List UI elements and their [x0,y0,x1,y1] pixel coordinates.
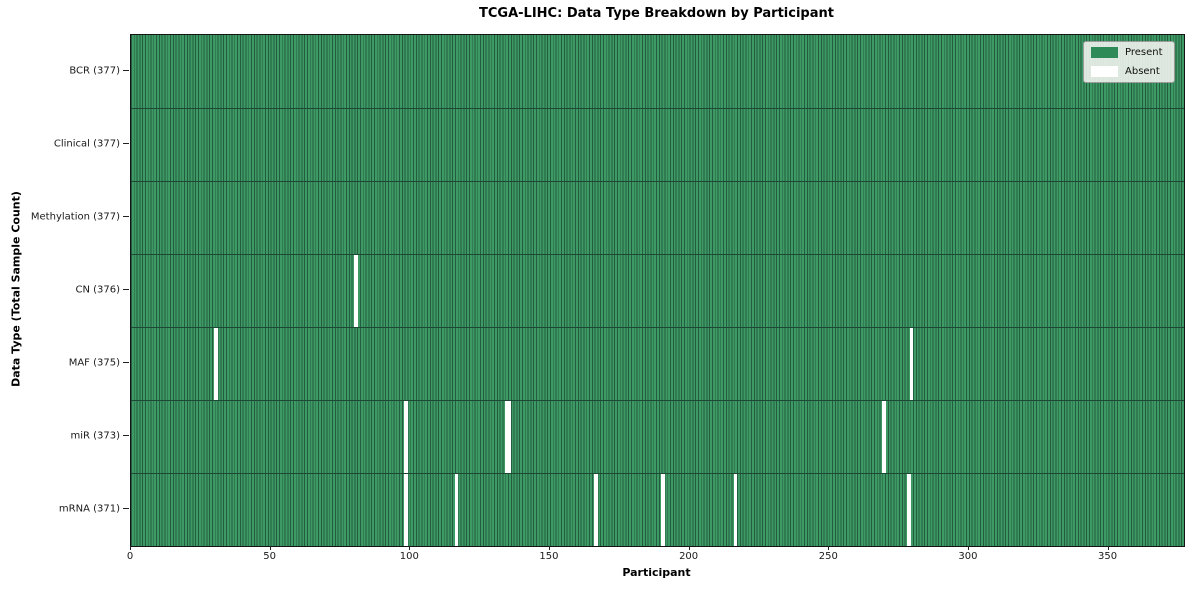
heatmap-row-clinical [131,108,1184,181]
chart-title: TCGA-LIHC: Data Type Breakdown by Partic… [479,6,834,21]
absent-gap [507,401,512,473]
x-tick-label: 0 [126,551,134,562]
heatmap-row-mir [131,400,1184,473]
x-tick-mark [130,546,131,550]
absent-gap [354,255,358,327]
heatmap-row-maf [131,327,1184,400]
heatmap-row-methylation [131,181,1184,254]
legend-entry-present: Present [1091,47,1167,58]
y-tick-label: CN (376) [75,284,120,295]
heatmap-row-bcr [131,35,1184,108]
legend-label-present: Present [1125,47,1163,58]
x-tick-label: 250 [818,551,838,562]
x-tick-label: 200 [679,551,699,562]
x-axis-label: Participant [622,566,691,579]
x-tick-label: 50 [263,551,276,562]
absent-gap [404,401,408,473]
x-tick-mark [828,546,830,550]
x-tick-label: 350 [1098,551,1118,562]
x-tick-mark [269,546,271,550]
y-tick-mark [123,435,129,436]
y-tick-mark [123,508,129,509]
x-tick-label: 150 [539,551,559,562]
heatmap-row-cn [131,254,1184,327]
legend-label-absent: Absent [1125,66,1160,77]
legend-entry-absent: Absent [1091,66,1167,77]
present-swatch-icon [1091,47,1118,58]
x-tick-label: 100 [399,551,419,562]
y-tick-mark [123,70,129,71]
legend: Present Absent [1083,41,1175,83]
y-tick-mark [123,362,129,363]
absent-swatch-icon [1091,66,1118,77]
heatmap-plot [130,34,1185,547]
absent-gap [454,474,459,546]
absent-gap [661,474,665,546]
absent-gap [907,474,911,546]
x-tick-mark [1107,546,1109,550]
absent-gap [733,474,738,546]
x-tick-mark [548,546,550,550]
absent-gap [881,401,886,473]
absent-gap [404,474,408,546]
y-tick-label: Methylation (377) [30,211,120,222]
absent-gap [594,474,598,546]
y-tick-label: MAF (375) [68,357,120,368]
x-tick-label: 300 [958,551,978,562]
y-tick-mark [123,216,129,217]
y-tick-label: BCR (377) [69,65,120,76]
y-tick-mark [123,143,129,144]
absent-gap [909,328,914,400]
absent-gap [214,328,218,400]
y-tick-label: mRNA (371) [58,503,120,514]
x-tick-mark [688,546,690,550]
y-tick-label: miR (373) [70,430,120,441]
x-tick-mark [967,546,969,550]
x-tick-mark [409,546,411,550]
y-tick-label: Clinical (377) [53,138,120,149]
y-tick-mark [123,289,129,290]
heatmap-row-mrna [131,473,1184,546]
absent-gap [504,401,509,473]
